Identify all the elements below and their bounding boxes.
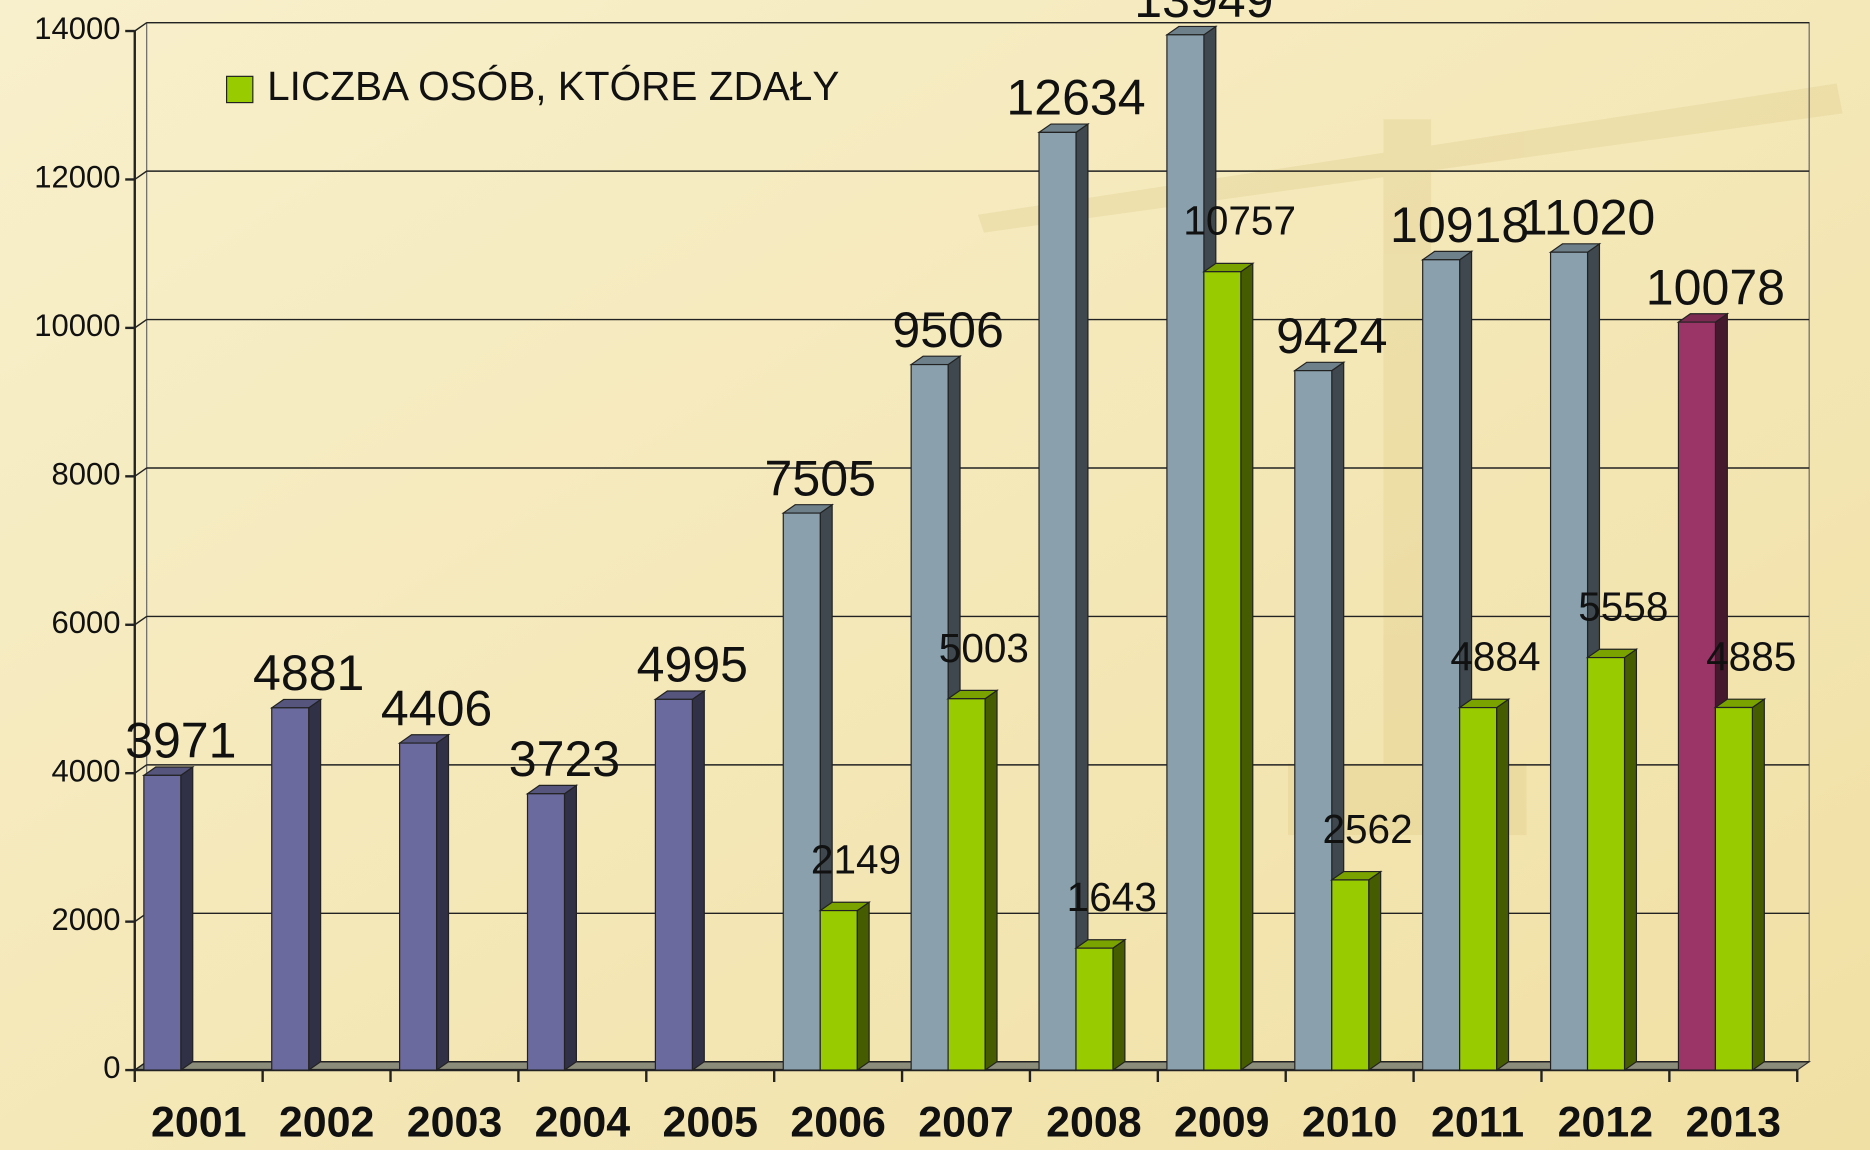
bar (1332, 872, 1381, 1070)
bar-front (911, 365, 948, 1071)
data-label: 3971 (125, 713, 236, 769)
bar-side (1369, 872, 1381, 1070)
data-label: 11020 (1520, 189, 1656, 245)
bar-side (1076, 124, 1088, 1070)
data-label: 5558 (1578, 584, 1668, 630)
x-tick-label: 2007 (918, 1098, 1013, 1146)
bar (400, 735, 449, 1070)
data-label: 4884 (1450, 634, 1540, 680)
data-label: 7505 (765, 450, 876, 506)
data-label: 10918 (1390, 197, 1529, 253)
bar (1588, 649, 1637, 1070)
bar-side (1113, 940, 1125, 1070)
data-label: 10078 (1646, 259, 1785, 315)
x-tick-label: 2001 (151, 1098, 246, 1146)
data-label: 2562 (1322, 806, 1412, 852)
data-label: 3723 (509, 731, 620, 787)
bar-front (1588, 658, 1625, 1071)
y-tick-label: 8000 (51, 457, 120, 492)
x-tick-label: 2004 (535, 1098, 631, 1146)
page: 0 2000 4000 6000 8000 10000 12000 14000 2001 3971… (0, 0, 1870, 1150)
x-tick-label: 2008 (1046, 1098, 1141, 1146)
bar (1076, 940, 1125, 1070)
bar-front (1295, 371, 1332, 1070)
bar (948, 690, 997, 1070)
bar-front (1332, 880, 1369, 1070)
x-tick-label: 2010 (1302, 1098, 1397, 1146)
bar-front (1039, 132, 1076, 1070)
x-tick-label: 2012 (1558, 1098, 1653, 1146)
data-label: 4406 (381, 680, 492, 736)
bar (527, 785, 576, 1070)
data-label: 10757 (1183, 198, 1296, 244)
chart: 0 2000 4000 6000 8000 10000 12000 14000 2001 3971… (0, 0, 1870, 1150)
bar (144, 767, 193, 1070)
bar-front (783, 513, 820, 1070)
y-tick-label: 10000 (34, 308, 120, 343)
x-tick-label: 2003 (407, 1098, 502, 1146)
data-label: 2149 (811, 837, 901, 883)
data-label: 4995 (637, 637, 748, 693)
bar-front (527, 794, 564, 1070)
y-tick-label: 14000 (34, 11, 120, 46)
legend-label: LICZBA OSÓB, KTÓRE ZDAŁY (267, 63, 839, 109)
bar-front (1204, 272, 1241, 1070)
bar-side (437, 735, 449, 1070)
data-label: 4885 (1706, 634, 1796, 680)
bar-front (1076, 948, 1113, 1070)
x-tick-label: 2002 (279, 1098, 374, 1146)
bar (272, 699, 321, 1070)
x-tick-label: 2013 (1686, 1098, 1781, 1146)
x-tick-label: 2011 (1431, 1098, 1524, 1146)
y-tick-label: 12000 (34, 160, 120, 195)
bar (1039, 124, 1088, 1070)
bar-front (272, 708, 309, 1070)
data-label: 9424 (1276, 308, 1387, 364)
x-tick-label: 2005 (662, 1098, 757, 1146)
y-tick-label: 0 (103, 1050, 120, 1085)
bar (1460, 699, 1509, 1070)
y-tick-label: 6000 (51, 605, 120, 640)
bar (1715, 699, 1764, 1070)
bar-front (948, 699, 985, 1070)
bar-front (1167, 35, 1204, 1070)
bar-side (692, 691, 704, 1070)
legend-swatch (227, 76, 253, 102)
bar-side (1625, 649, 1637, 1070)
bar-side (1497, 699, 1509, 1070)
bar-side (564, 785, 576, 1070)
bar-side (309, 699, 321, 1070)
bar-front (1551, 252, 1588, 1070)
data-label: 9506 (892, 302, 1003, 358)
bar-front (655, 699, 692, 1070)
data-label: 1643 (1067, 874, 1157, 920)
bar-front (400, 743, 437, 1070)
bar-front (1715, 708, 1752, 1071)
data-label: 4881 (253, 645, 364, 701)
bar-side (985, 690, 997, 1070)
y-tick-label: 4000 (51, 753, 120, 788)
bar-front (144, 775, 181, 1070)
bar-front (1678, 322, 1715, 1070)
data-label: 12634 (1006, 70, 1145, 126)
bar-front (820, 911, 857, 1070)
bar-side (857, 902, 869, 1070)
bar-side (181, 767, 193, 1070)
bar-side (1752, 699, 1764, 1070)
bar (655, 691, 704, 1070)
bar (1204, 263, 1253, 1070)
bar-side (1241, 263, 1253, 1070)
x-tick-label: 2006 (790, 1098, 885, 1146)
y-tick-label: 2000 (51, 902, 120, 937)
bar-front (1460, 708, 1497, 1070)
data-label: 5003 (939, 625, 1029, 671)
x-tick-label: 2009 (1174, 1098, 1269, 1146)
bar (820, 902, 869, 1070)
data-label: 13949 (1134, 0, 1273, 28)
